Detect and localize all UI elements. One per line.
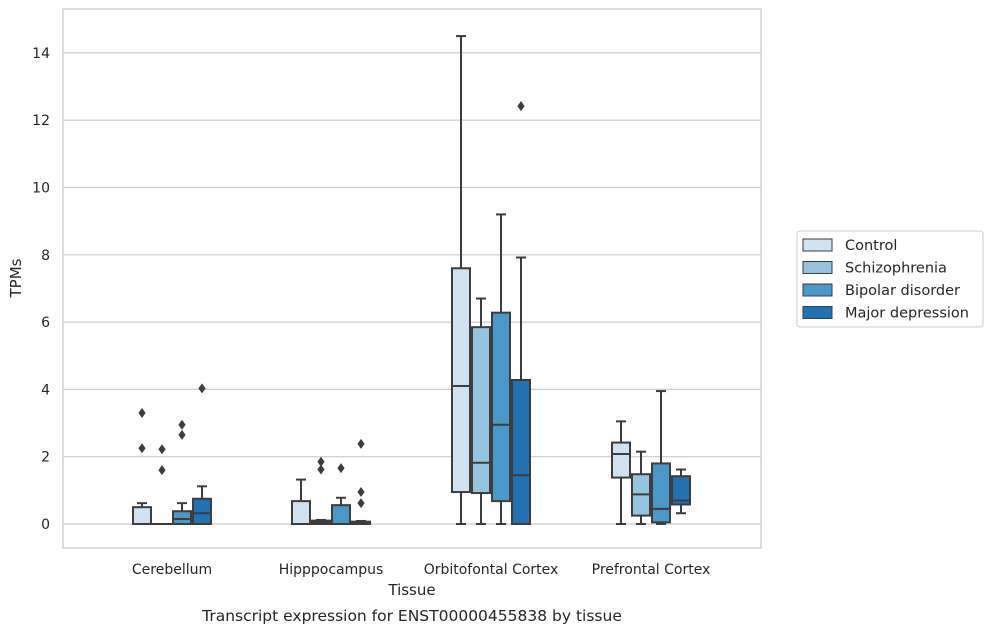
iqr-box: [451, 267, 471, 494]
legend: Control Schizophrenia Bipolar disorder Majo…: [796, 230, 984, 328]
iqr-box: [291, 500, 311, 526]
iqr-box: [651, 462, 671, 524]
legend-label: Schizophrenia: [845, 261, 947, 277]
legend-swatch: [802, 306, 833, 319]
legend-label: Bipolar disorder: [845, 283, 960, 299]
box-schizophrenia: [152, 444, 172, 526]
legend-swatch: [802, 283, 833, 297]
iqr-box: [471, 326, 491, 495]
outlier-point: [178, 429, 186, 440]
outlier-point: [517, 101, 525, 112]
iqr-box: [611, 441, 631, 479]
box-control: [611, 420, 631, 525]
box-bipolar-disorder: [651, 390, 671, 525]
iqr-box: [192, 497, 212, 526]
iqr-box: [491, 311, 511, 503]
box-bipolar-disorder: [491, 213, 511, 525]
outlier-point: [138, 443, 146, 454]
outlier-point: [317, 464, 325, 475]
y-tick-label: 0: [41, 517, 50, 533]
box-bipolar-disorder: [172, 419, 192, 526]
box-major-depression: [511, 101, 531, 525]
box-schizophrenia: [311, 456, 331, 526]
outlier-point: [357, 487, 365, 498]
x-tick-label: Hipppocampus: [279, 562, 384, 578]
y-tick-label: 12: [32, 113, 50, 129]
y-axis-title: TPMs: [7, 258, 25, 298]
y-tick-labels: 0 2 4 6 8 10 12 14: [32, 46, 50, 533]
outlier-point: [158, 444, 166, 455]
outlier-point: [158, 465, 166, 476]
box-control: [451, 35, 471, 525]
x-tick-label: Prefrontal Cortex: [592, 562, 711, 578]
box-schizophrenia: [471, 297, 491, 525]
outlier-point: [198, 383, 206, 394]
box-schizophrenia: [631, 450, 651, 525]
legend-label: Major depression: [845, 306, 969, 322]
box-control: [132, 407, 152, 525]
y-tick-label: 8: [41, 248, 50, 264]
box-control: [291, 478, 311, 526]
iqr-box: [132, 506, 152, 525]
legend-frame: [796, 230, 984, 328]
y-gridlines: [63, 52, 761, 525]
box-major-depression: [671, 468, 691, 515]
chart-caption: Transcript expression for ENST0000045583…: [201, 607, 622, 625]
outlier-point: [337, 463, 345, 474]
plot-area-frame: [62, 8, 762, 549]
legend-swatch: [802, 261, 833, 274]
box-major-depression: [192, 383, 212, 526]
y-tick-label: 4: [41, 382, 50, 398]
y-tick-label: 6: [41, 315, 50, 331]
outlier-point: [178, 419, 186, 430]
x-axis-title: Tissue: [387, 581, 435, 599]
outlier-point: [138, 407, 146, 418]
box-groups: [132, 35, 691, 526]
outlier-point: [357, 438, 365, 449]
iqr-box: [331, 504, 351, 526]
box-bipolar-disorder: [331, 463, 351, 526]
box-major-depression: [351, 438, 371, 525]
x-tick-label: Orbitofontal Cortex: [424, 562, 559, 578]
y-tick-label: 2: [41, 450, 50, 466]
legend-swatch: [802, 238, 833, 252]
iqr-box: [671, 475, 691, 506]
y-tick-label: 14: [32, 46, 50, 62]
iqr-box: [511, 378, 531, 525]
y-tick-label: 10: [32, 181, 50, 197]
x-tick-label: Cerebellum: [132, 562, 212, 578]
x-tick-labels: Cerebellum Hipppocampus Orbitofontal Corte…: [132, 562, 710, 578]
iqr-box: [172, 510, 192, 526]
outlier-point: [317, 456, 325, 467]
legend-label: Control: [845, 238, 897, 254]
outlier-point: [357, 498, 365, 509]
